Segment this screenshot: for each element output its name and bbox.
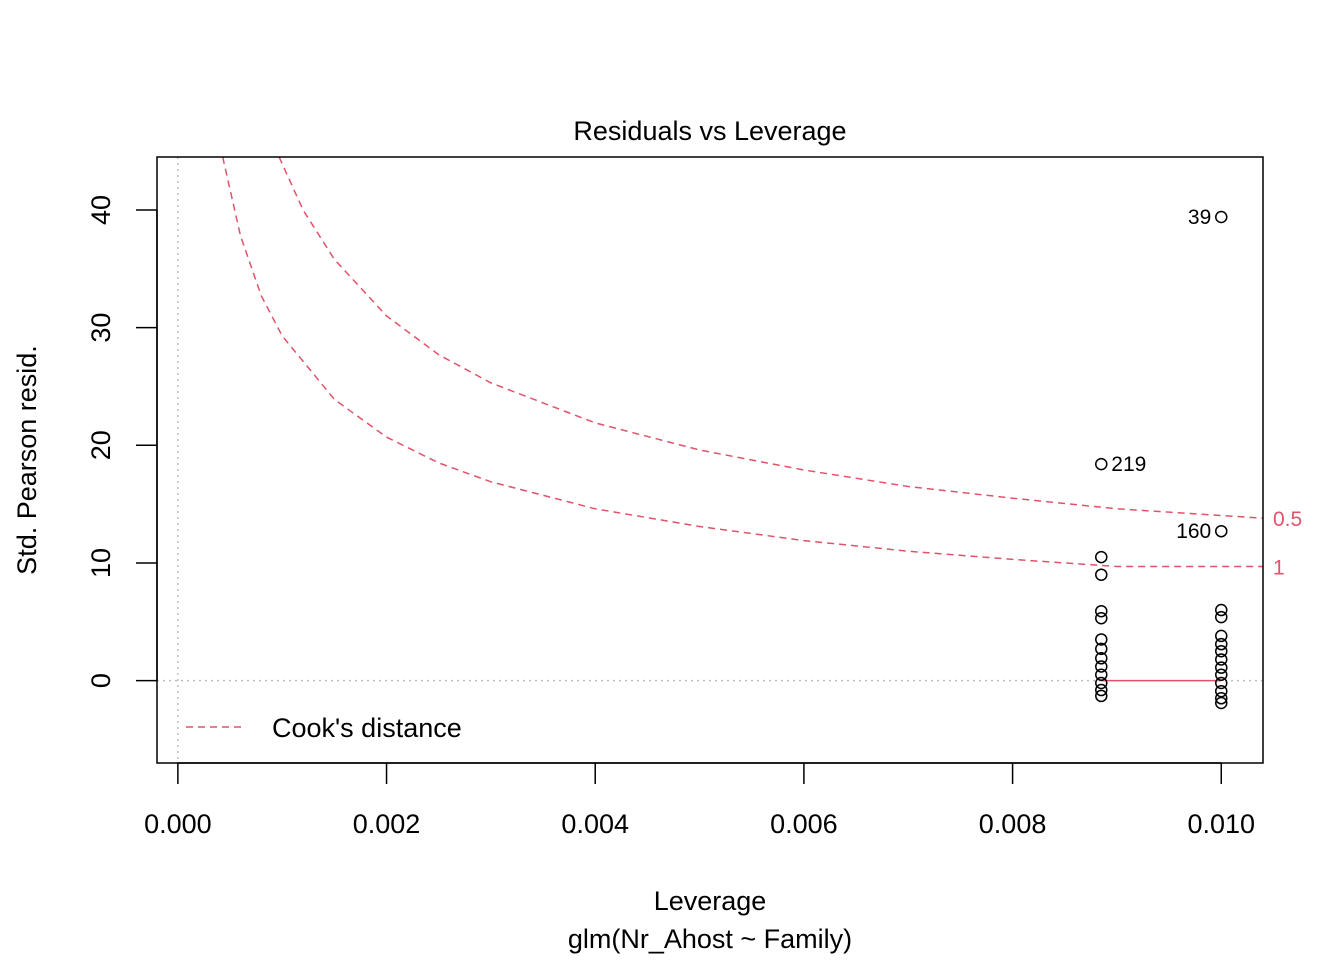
x-tick-label: 0.002: [353, 809, 421, 839]
data-point: [1215, 524, 1228, 538]
data-point: [1095, 568, 1108, 581]
data-point: [1095, 457, 1108, 471]
point-label: 219: [1111, 453, 1146, 476]
cooks-contour-label: 1: [1273, 556, 1285, 579]
data-point: [1095, 633, 1108, 646]
point-label: 39: [1188, 206, 1211, 229]
cooks-distance-contour-1: [221, 157, 1263, 568]
data-point: [1215, 696, 1228, 710]
cooks-distance-contour-0.5: [278, 157, 1263, 519]
data-point: [1215, 629, 1228, 643]
data-point: [1095, 689, 1108, 703]
data-point: [1215, 661, 1228, 674]
data-point: [1095, 642, 1108, 656]
data-point: [1095, 660, 1108, 673]
data-point: [1215, 610, 1228, 624]
x-tick-label: 0.008: [979, 809, 1047, 839]
data-point: [1215, 603, 1228, 617]
y-tick-label: 40: [86, 195, 116, 225]
x-axis-subtitle: glm(Nr_Ahost ~ Family): [568, 924, 852, 954]
legend: Cook's distance: [186, 713, 462, 743]
data-point: [1215, 210, 1228, 224]
data-point: [1215, 668, 1228, 681]
x-tick-label: 0.010: [1187, 809, 1255, 839]
x-tick-label: 0.004: [561, 809, 629, 839]
cooks-contour-label: 0.5: [1273, 508, 1302, 531]
data-point: [1095, 683, 1108, 697]
x-tick-label: 0.000: [144, 809, 212, 839]
data-point: [1215, 676, 1228, 690]
y-tick-label: 20: [86, 430, 116, 460]
data-point: [1095, 612, 1108, 625]
y-axis-label: Std. Pearson resid.: [12, 345, 42, 575]
data-point: [1215, 653, 1228, 666]
x-tick-label: 0.006: [770, 809, 838, 839]
y-tick-label: 0: [86, 673, 116, 688]
data-point: [1095, 652, 1108, 665]
x-axis-label: Leverage: [654, 886, 767, 916]
data-point: [1215, 637, 1228, 651]
y-tick-label: 30: [86, 313, 116, 343]
data-point: [1215, 684, 1228, 698]
data-point: [1215, 692, 1228, 705]
y-tick-label: 10: [86, 548, 116, 578]
data-point: [1095, 604, 1108, 618]
point-label: 160: [1176, 520, 1211, 543]
data-point: [1095, 676, 1108, 690]
legend-cooks-label: Cook's distance: [272, 713, 462, 743]
chart-title: Residuals vs Leverage: [573, 116, 846, 146]
data-point: [1215, 644, 1228, 658]
data-point: [1095, 550, 1108, 564]
data-point: [1095, 668, 1108, 681]
